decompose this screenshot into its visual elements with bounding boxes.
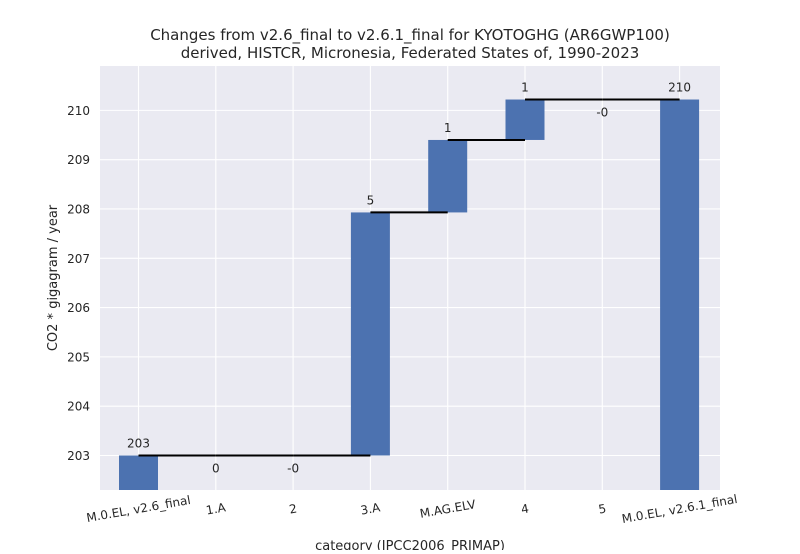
y-tick-label: 206	[67, 301, 90, 315]
bar-value-label: 0	[212, 461, 220, 475]
bars	[119, 99, 700, 491]
bar-value-label: 210	[668, 81, 691, 95]
bar-value-label: -0	[596, 106, 608, 120]
bar-value-label: 203	[127, 436, 150, 450]
x-tick-label: M.0.EL, v2.6.1_final	[621, 492, 739, 526]
x-tick-label: 1.A	[205, 500, 228, 517]
bar-value-label: 1	[444, 121, 452, 135]
plot-background	[100, 66, 720, 490]
x-axis-label: category (IPCC2006_PRIMAP)	[315, 539, 505, 550]
y-tick-label: 203	[67, 449, 90, 463]
y-axis-label: CO2 * gigagram / year	[46, 204, 61, 351]
bar-value-label: 1	[521, 81, 529, 95]
x-tick-label: 2	[288, 501, 298, 516]
x-tick-label: 3.A	[359, 500, 382, 517]
waterfall-bar	[505, 99, 545, 140]
chart-title-line1: Changes from v2.6_final to v2.6.1_final …	[150, 26, 670, 45]
x-tick-label: 4	[520, 501, 530, 516]
y-tick-label: 207	[67, 252, 90, 266]
waterfall-bar	[350, 212, 390, 456]
chart-title-line2: derived, HISTCR, Micronesia, Federated S…	[181, 44, 640, 62]
x-tick-labels: M.0.EL, v2.6_final 1.A 2 3.A M.AG.ELV 4 5 M.0.E…	[85, 492, 738, 526]
grid-lines	[100, 66, 720, 490]
waterfall-bar	[660, 99, 700, 491]
bar-value-label: 5	[367, 193, 375, 207]
x-tick-label: M.AG.ELV	[419, 497, 478, 521]
y-tick-label: 210	[67, 104, 90, 118]
connector-lines	[138, 98, 680, 457]
y-tick-labels: 203 204 205 206 207 208 209 210	[67, 104, 90, 463]
x-tick-label: 5	[597, 501, 607, 516]
waterfall-bar	[119, 455, 158, 490]
y-tick-label: 209	[67, 153, 90, 167]
y-tick-label: 208	[67, 202, 90, 216]
y-tick-label: 205	[67, 350, 90, 364]
bar-value-label: -0	[287, 461, 299, 475]
y-tick-label: 204	[67, 400, 90, 414]
waterfall-bar	[428, 139, 468, 213]
bar-value-labels: 203 0 -0 5 1 1 -0 210	[127, 81, 691, 476]
x-tick-label: M.0.EL, v2.6_final	[85, 493, 191, 525]
